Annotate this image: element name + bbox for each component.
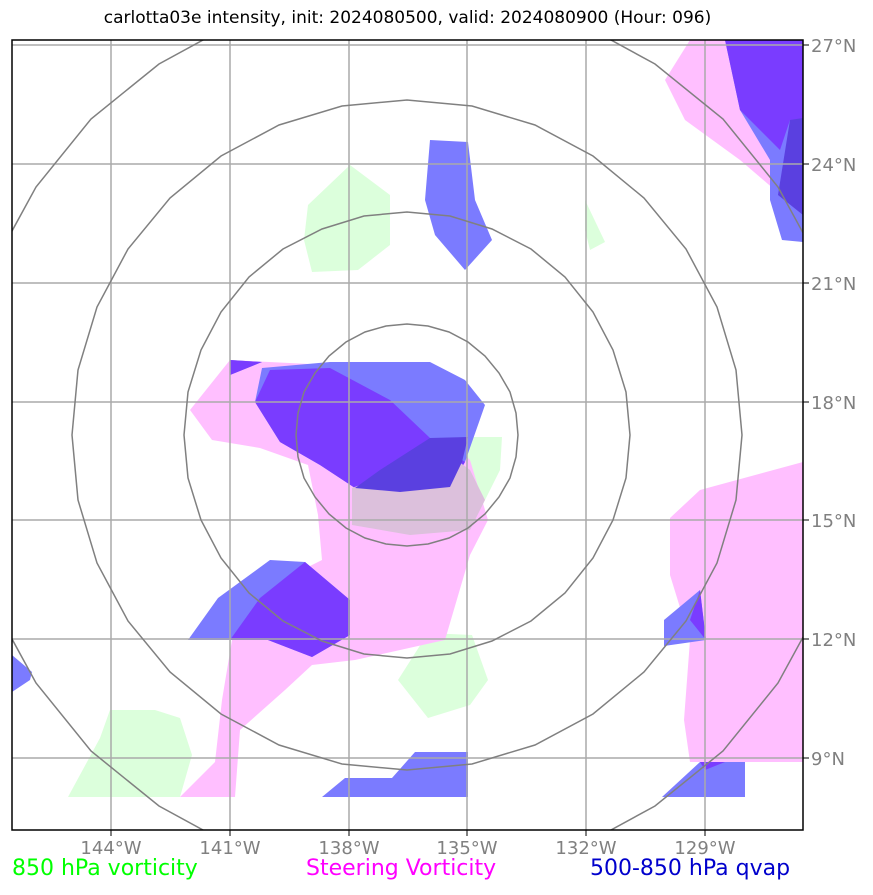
- legend-steering-vorticity: Steering Vorticity: [306, 856, 497, 881]
- map-frame: [11, 39, 804, 831]
- latitude-labels: 27°N 24°N 21°N 18°N 15°N 12°N 9°N: [811, 36, 856, 770]
- legend-qvap: 500-850 hPa qvap: [590, 856, 791, 881]
- lon-label: 129°W: [674, 838, 735, 859]
- lat-label: 9°N: [811, 749, 845, 770]
- lat-label: 24°N: [811, 155, 856, 176]
- map-title: carlotta03e intensity, init: 2024080500,…: [103, 8, 712, 28]
- lat-label: 18°N: [811, 393, 856, 414]
- lat-label: 21°N: [811, 274, 856, 295]
- lon-label: 135°W: [436, 838, 497, 859]
- legend-850-vorticity: 850 hPa vorticity: [12, 856, 198, 881]
- vorticity-850-fields: [68, 165, 605, 797]
- lat-label: 15°N: [811, 511, 856, 532]
- lon-label: 138°W: [318, 838, 379, 859]
- tick-marks: [110, 44, 809, 836]
- lon-label: 144°W: [80, 838, 141, 859]
- lat-label: 12°N: [811, 630, 856, 651]
- distance-rings: [12, 40, 803, 830]
- longitude-labels: 144°W 141°W 138°W 135°W 132°W 129°W: [80, 838, 735, 859]
- lon-label: 132°W: [555, 838, 616, 859]
- lon-label: 141°W: [199, 838, 260, 859]
- qvap-vorticity-overlap: [355, 118, 803, 492]
- lat-label: 27°N: [811, 36, 856, 57]
